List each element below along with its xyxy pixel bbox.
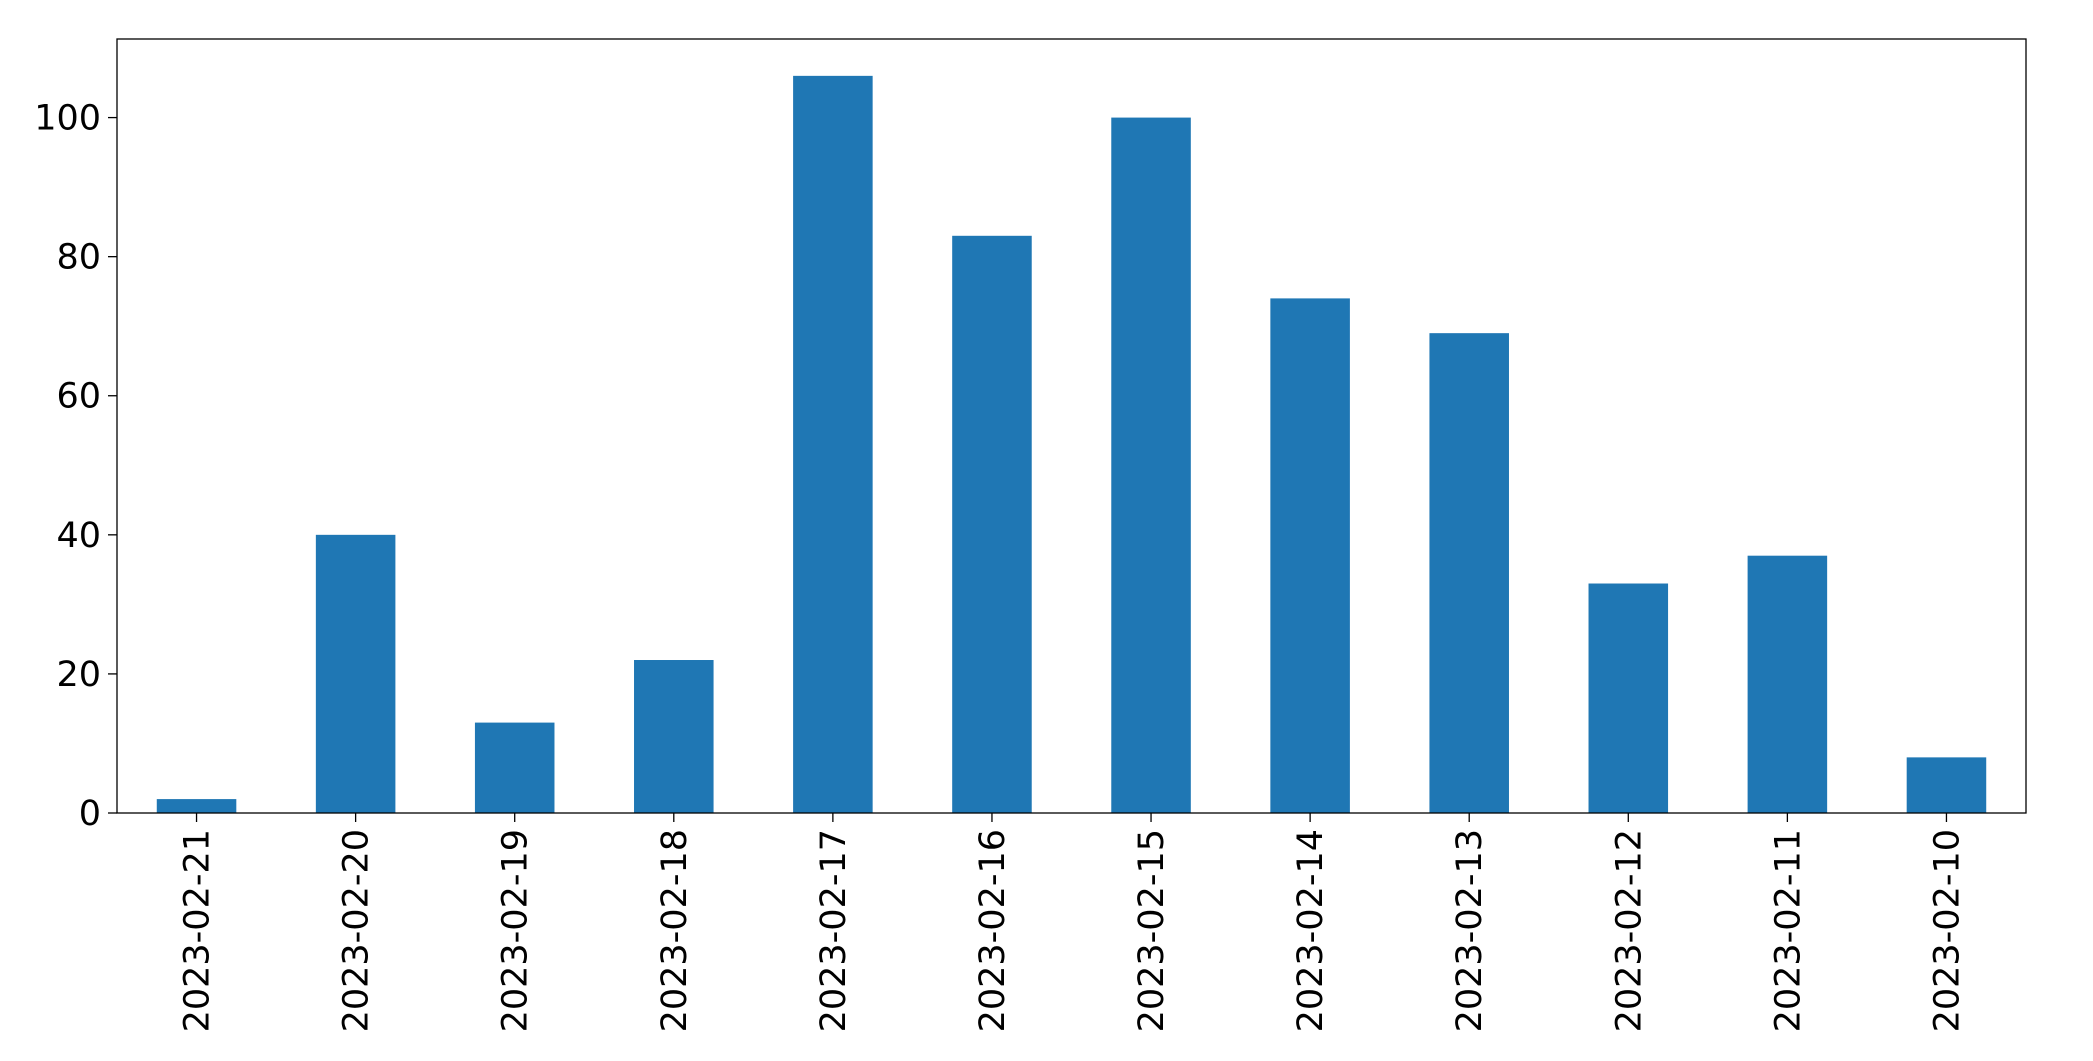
bar [1111,117,1191,813]
x-tick-label: 2023-02-18 [655,829,695,1032]
y-tick-label: 80 [56,238,101,278]
x-tick-label: 2023-02-11 [1768,829,1808,1032]
plot-frame [116,38,2027,814]
bar [634,660,714,813]
y-tick-label: 60 [56,377,101,417]
y-tick-label: 0 [79,794,101,834]
bar [952,235,1032,814]
x-tick-label: 2023-02-10 [1927,829,1967,1032]
bar [1747,555,1828,813]
y-tick-label: 20 [56,655,101,695]
bar [793,75,873,814]
x-tick-label: 2023-02-17 [814,829,854,1032]
x-tick-label: 2023-02-19 [496,829,536,1032]
x-tick-label: 2023-02-20 [337,829,377,1032]
x-tick-label: 2023-02-15 [1132,829,1172,1032]
bar [474,722,555,813]
bar [315,534,396,813]
x-tick-label: 2023-02-21 [178,829,218,1032]
bar [156,799,237,813]
bar [1906,757,1987,813]
bar [1429,333,1509,813]
y-tick-label: 40 [56,516,101,556]
bar [1588,583,1669,813]
bar [1270,298,1350,813]
x-tick-label: 2023-02-13 [1450,829,1490,1032]
x-tick-label: 2023-02-14 [1291,829,1331,1032]
y-tick-label: 100 [34,99,101,139]
x-tick-label: 2023-02-12 [1609,829,1649,1032]
x-tick-label: 2023-02-16 [973,829,1013,1032]
